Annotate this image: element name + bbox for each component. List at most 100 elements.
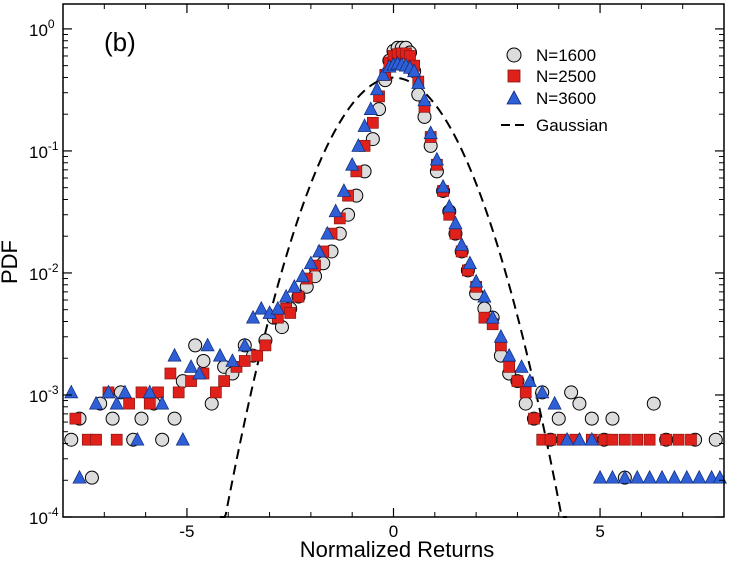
series-n3600 (64, 55, 727, 484)
data-point-square (618, 433, 631, 446)
data-point-triangle (312, 243, 327, 258)
data-point-triangle (130, 431, 145, 446)
legend-item-n1600: N=1600 (506, 46, 596, 65)
data-point-square (164, 367, 177, 380)
data-point-triangle (142, 384, 157, 399)
data-point-square (69, 412, 82, 425)
data-point-square (90, 433, 102, 446)
data-point-circle (204, 396, 219, 411)
data-point-square (292, 290, 305, 303)
data-point-triangle (477, 288, 492, 303)
data-point-triangle (417, 92, 432, 107)
data-point-triangle (192, 365, 207, 380)
data-point-square (449, 227, 462, 240)
data-point-circle (134, 411, 149, 426)
data-point-triangle (254, 300, 269, 315)
data-point-triangle (167, 347, 182, 362)
panel-label: (b) (104, 27, 136, 57)
data-point-circle (155, 432, 170, 447)
data-point-square (672, 433, 685, 446)
data-point-triangle (345, 157, 360, 171)
data-point-triangle (270, 300, 285, 315)
data-points-layer (64, 40, 727, 485)
data-point-triangle (320, 225, 335, 240)
data-point-square (631, 433, 644, 446)
x-axis-label: Normalized Returns (300, 537, 494, 562)
data-point-square (660, 433, 673, 446)
data-point-square (143, 397, 156, 410)
data-point-triangle (605, 469, 620, 484)
data-point-triangle (442, 198, 457, 213)
data-point-triangle (183, 359, 199, 373)
data-point-triangle (225, 353, 240, 367)
legend-marker-triangle (506, 90, 522, 105)
data-point-triangle (454, 237, 469, 251)
data-point-square (284, 307, 297, 319)
legend-marker-circle (506, 47, 522, 63)
data-point-circle (551, 411, 566, 426)
data-point-square (185, 375, 197, 387)
data-point-triangle (303, 255, 318, 270)
data-point-circle (518, 396, 533, 411)
data-point-square (643, 433, 656, 446)
data-point-triangle (295, 268, 310, 283)
data-point-triangle (654, 469, 670, 484)
data-point-triangle (522, 373, 537, 387)
data-point-triangle (692, 469, 707, 484)
data-point-triangle (572, 431, 587, 446)
data-point-circle (584, 411, 599, 426)
data-point-triangle (376, 67, 391, 81)
data-point-square (519, 386, 532, 399)
data-point-triangle (72, 469, 87, 484)
data-point-triangle (363, 101, 378, 115)
data-point-triangle (584, 431, 599, 446)
legend-label: Gaussian (536, 116, 608, 135)
data-point-triangle (485, 309, 500, 324)
data-point-square (528, 412, 540, 425)
data-point-triangle (407, 63, 422, 78)
data-point-circle (167, 411, 182, 426)
data-point-triangle (429, 151, 444, 166)
data-point-circle (564, 385, 579, 400)
data-point-square (172, 386, 185, 399)
x-tick-label: -5 (179, 522, 194, 541)
data-point-circle (64, 432, 79, 447)
data-point-triangle (411, 75, 426, 89)
data-point-circle (105, 411, 120, 426)
data-point-triangle (679, 469, 694, 484)
data-point-triangle (469, 273, 484, 288)
legend-marker-square (507, 69, 521, 83)
data-point-square (366, 116, 379, 129)
data-point-triangle (109, 395, 124, 410)
data-point-triangle (357, 118, 372, 132)
data-point-square (544, 433, 557, 446)
data-point-circle (708, 432, 723, 447)
data-point-triangle (245, 309, 261, 324)
data-point-circle (605, 411, 620, 426)
data-point-triangle (448, 215, 463, 230)
data-point-triangle (514, 359, 529, 373)
legend-label: N=2500 (536, 67, 596, 86)
data-point-triangle (493, 328, 508, 343)
data-point-square (123, 397, 135, 410)
data-point-square (238, 355, 251, 367)
legend: N=1600 N=2500 N=3600 Gaussian (501, 46, 608, 135)
data-point-triangle (117, 384, 133, 399)
data-point-triangle (200, 337, 215, 352)
data-point-triangle (175, 431, 190, 446)
data-point-circle (188, 338, 203, 353)
y-axis-label: PDF (0, 240, 22, 284)
data-point-square (110, 433, 123, 446)
data-point-triangle (423, 125, 438, 139)
legend-item-n2500: N=2500 (507, 67, 596, 86)
data-point-square (606, 433, 619, 446)
data-point-circle (572, 396, 587, 411)
data-point-triangle (592, 469, 608, 484)
data-point-circle (196, 353, 211, 368)
legend-label: N=3600 (536, 89, 596, 108)
data-point-square (511, 375, 524, 387)
data-point-square (251, 349, 264, 362)
gaussian-curve-layer (219, 76, 568, 518)
data-point-triangle (336, 183, 352, 197)
